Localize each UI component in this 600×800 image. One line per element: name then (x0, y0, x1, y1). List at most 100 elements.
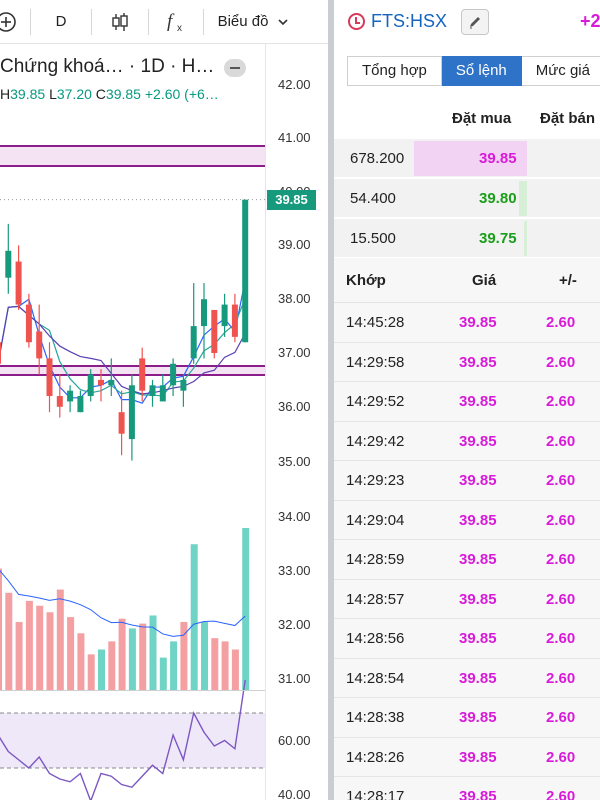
price-tick: 32.00 (278, 617, 311, 632)
volume-bar (221, 641, 229, 690)
trade-row[interactable]: 14:28:56 39.85 2.60 (334, 619, 600, 659)
trade-row[interactable]: 14:29:23 39.85 2.60 (334, 461, 600, 501)
rsi-band (0, 713, 265, 768)
candle-body (201, 299, 207, 327)
volume-bar (139, 623, 147, 690)
volume-bar (128, 628, 136, 690)
trade-price: 39.85 (459, 709, 497, 726)
book-symbol[interactable]: FTS:HSX (371, 11, 448, 31)
bid-price: 39.85 (479, 150, 517, 167)
trade-change: 2.60 (546, 314, 576, 331)
last-price-label: 39.85 (267, 190, 316, 210)
trade-row[interactable]: 14:29:42 39.85 2.60 (334, 422, 600, 461)
candle-body (36, 331, 43, 359)
chart-type-button[interactable] (92, 0, 148, 44)
add-symbol-button[interactable] (0, 0, 30, 44)
price-axis[interactable]: 42.00 41.00 40.00 39.00 38.00 37.00 36.0… (265, 44, 328, 800)
collapse-legend-button[interactable] (224, 59, 246, 77)
bid-level-row[interactable]: 15.500 39.75 (334, 218, 600, 257)
trade-change: 2.60 (546, 353, 576, 371)
candlestick-icon (112, 12, 128, 31)
order-book-pane: FTS:HSX +2 Tổng hợp Sổ lệnh Mức giá Đặt … (334, 0, 600, 800)
trade-row[interactable]: 14:29:52 39.85 2.60 (334, 382, 600, 422)
trade-row[interactable]: 14:28:57 39.85 2.60 (334, 580, 600, 619)
trade-time: 14:28:56 (346, 630, 405, 647)
indicators-button[interactable]: f x (149, 0, 203, 44)
trade-price: 39.85 (459, 472, 497, 489)
bid-volume-bar (414, 141, 527, 176)
volume-bar (87, 654, 95, 690)
interval-button[interactable]: D (31, 0, 91, 44)
volume-bar (211, 638, 219, 690)
plus-circle-icon (0, 11, 16, 32)
price-tick: 42.00 (278, 77, 311, 92)
volume-bar (46, 612, 54, 690)
support-band (0, 366, 265, 375)
trade-row[interactable]: 14:29:04 39.85 2.60 (334, 501, 600, 540)
price-tick: 41.00 (278, 130, 311, 145)
price-tick: 39.00 (278, 237, 311, 252)
chart-toolbar: D f x Biểu đồ (0, 0, 328, 44)
trade-row[interactable]: 14:28:54 39.85 2.60 (334, 659, 600, 698)
trade-change: 2.60 (546, 472, 576, 489)
price-tick: 37.00 (278, 345, 311, 360)
bid-volume-bar (524, 221, 527, 256)
trade-time: 14:28:26 (346, 748, 405, 766)
trade-row[interactable]: 14:28:38 39.85 2.60 (334, 698, 600, 738)
trade-price: 39.85 (459, 314, 497, 331)
chevron-down-icon (278, 18, 289, 25)
rsi-tick: 40.00 (278, 787, 311, 800)
tab-price-levels[interactable]: Mức giá (521, 56, 600, 86)
trade-time: 14:28:38 (346, 709, 405, 726)
candle-body (128, 385, 135, 440)
toolbar-divider (148, 8, 149, 35)
trade-price: 39.85 (459, 432, 497, 450)
trade-row[interactable]: 14:45:28 39.85 2.60 (334, 303, 600, 343)
candle-body (180, 379, 187, 391)
rsi-line (0, 679, 246, 800)
bid-level-row[interactable]: 678.200 39.85 (334, 138, 600, 177)
pane-splitter[interactable] (328, 0, 334, 800)
price-tick: 33.00 (278, 563, 311, 578)
trade-row[interactable]: 14:28:59 39.85 2.60 (334, 540, 600, 580)
trade-time: 14:29:23 (346, 472, 405, 489)
trade-change: 2.60 (546, 669, 576, 687)
trade-change: 2.60 (546, 551, 576, 568)
trade-change: 2.60 (546, 590, 576, 608)
volume-bar (5, 592, 13, 690)
trade-price: 39.85 (459, 511, 497, 529)
toolbar-divider (30, 8, 31, 35)
ohlc-change: +2.60 (+6… (144, 86, 219, 102)
price-tick: 38.00 (278, 291, 311, 306)
volume-bar (0, 568, 2, 690)
chart-menu-button[interactable]: Biểu đồ (204, 0, 304, 44)
chart-symbol-title[interactable]: Chứng khoá… · 1D · H… (0, 56, 215, 77)
ohlc-high-key: H (0, 86, 11, 102)
price-chart[interactable] (0, 0, 265, 800)
trade-price: 39.85 (459, 590, 497, 608)
candle-body (98, 379, 104, 386)
volume-bar (36, 605, 44, 690)
candle-body (77, 396, 84, 413)
function-icon: f x (167, 11, 182, 34)
candle-body (211, 309, 218, 353)
tab-order-book[interactable]: Sổ lệnh (441, 56, 522, 86)
trade-price: 39.85 (459, 551, 497, 568)
ohlc-low-key: L (49, 86, 57, 102)
trade-row[interactable]: 14:28:26 39.85 2.60 (334, 738, 600, 777)
trade-time: 14:29:42 (346, 432, 405, 450)
trade-price: 39.85 (459, 748, 497, 766)
pencil-icon (470, 17, 480, 29)
candle-body (5, 250, 12, 278)
edit-symbol-button[interactable] (461, 9, 489, 35)
bid-level-row[interactable]: 54.400 39.80 (334, 178, 600, 217)
trade-row[interactable]: 14:28:17 39.85 2.60 (334, 777, 600, 800)
pane-divider[interactable] (0, 690, 265, 691)
tab-summary[interactable]: Tổng hợp (347, 56, 442, 86)
svg-text:f: f (167, 11, 175, 32)
trade-row[interactable]: 14:29:58 39.85 2.60 (334, 343, 600, 382)
candle-body (170, 363, 177, 386)
candle-body (159, 385, 166, 402)
candle-body (221, 304, 228, 327)
